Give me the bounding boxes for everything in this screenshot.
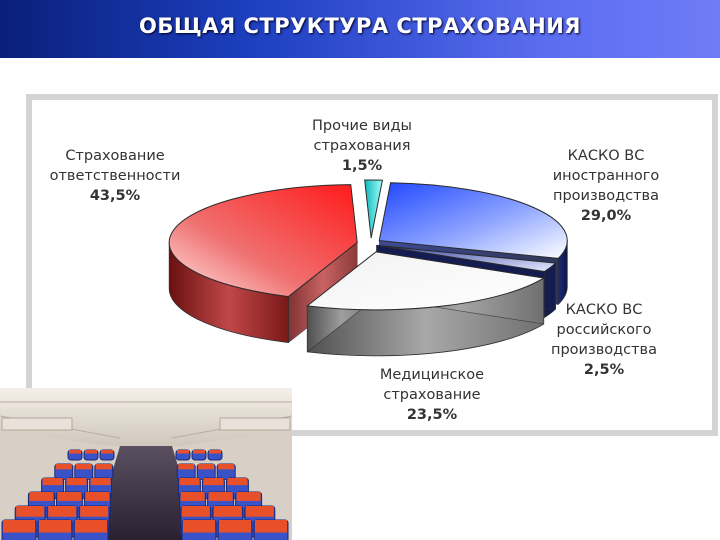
slice-label-kasko-russian: КАСКО ВС российского производства 2,5% [534, 300, 674, 380]
pie-slice-medical-top [306, 251, 546, 311]
seat-headrest [193, 450, 205, 454]
chart-panel [26, 94, 718, 436]
seat-headrest [75, 464, 92, 470]
slice-label-medical: Медицинское страхование 23,5% [362, 365, 502, 425]
slice-label-kasko-foreign: КАСКО ВС иностранного производства 29,0% [536, 146, 676, 226]
seat-headrest [57, 492, 82, 501]
pie-slice-liability [168, 184, 358, 344]
seat-headrest [3, 520, 35, 533]
seat-headrest [39, 520, 71, 533]
airplane-cabin-photo [0, 388, 292, 540]
slice-label-line: страхование [383, 387, 481, 403]
slice-label-line: Медицинское [379, 367, 485, 383]
pie-slice-kasko-foreign-top [378, 182, 568, 259]
slice-label-line: Страхование [65, 148, 165, 164]
slice-label-line: КАСКО ВС [565, 302, 643, 318]
slice-label-line: КАСКО ВС [567, 148, 645, 164]
page-title: ОБЩАЯ СТРУКТУРА СТРАХОВАНИЯ [139, 14, 581, 38]
seat-headrest [219, 520, 251, 533]
slice-label-line: ответственности [49, 168, 181, 184]
slice-label-line: российского [556, 322, 652, 338]
seat-headrest [80, 506, 109, 517]
pie-slice-kasko-russian-top [376, 244, 557, 273]
seat-headrest [255, 520, 287, 533]
pie-slice-other [364, 179, 384, 239]
seat-headrest [90, 478, 111, 486]
seat-headrest [75, 520, 107, 533]
seat-headrest [198, 464, 215, 470]
seat-headrest [177, 450, 189, 454]
seat-headrest [178, 464, 195, 470]
slice-label-line: страхования [313, 138, 411, 154]
slice-value-label: 1,5% [341, 158, 383, 174]
seat-headrest [213, 506, 242, 517]
seat-headrest [85, 492, 110, 501]
seat-headrest [66, 478, 87, 486]
seat-headrest [208, 492, 233, 501]
seat-headrest [179, 478, 200, 486]
slice-label-liability: Страхование ответственности 43,5% [40, 146, 190, 206]
seat-headrest [209, 450, 221, 454]
slice-label-line: Прочие виды [312, 118, 412, 134]
seat-headrest [183, 520, 215, 533]
seat-headrest [48, 506, 77, 517]
seat-headrest [236, 492, 261, 501]
slice-label-other: Прочие виды страхования 1,5% [292, 116, 432, 176]
seat-headrest [55, 464, 72, 470]
slice-label-line: иностранного [552, 168, 660, 184]
seat-headrest [29, 492, 54, 501]
seat-headrest [245, 506, 274, 517]
slice-value-label: 23,5% [406, 407, 458, 423]
pie-slice-other-top [364, 179, 384, 239]
slice-value-label: 29,0% [580, 208, 632, 224]
seat-headrest [16, 506, 45, 517]
seat-headrest [69, 450, 81, 454]
slice-value-label: 2,5% [583, 362, 625, 378]
seat-headrest [101, 450, 113, 454]
seat-headrest [203, 478, 224, 486]
slice-label-line: производства [551, 342, 657, 358]
seat-headrest [85, 450, 97, 454]
seat-headrest [227, 478, 248, 486]
pie-slice-medical [306, 251, 546, 357]
pie-slice-liability-top [168, 184, 358, 298]
seat-headrest [42, 478, 63, 486]
seat-headrest [218, 464, 235, 470]
seat-headrest [180, 492, 205, 501]
seat-headrest [181, 506, 210, 517]
title-bar: ОБЩАЯ СТРУКТУРА СТРАХОВАНИЯ [0, 0, 720, 58]
slice-label-line: производства [553, 188, 659, 204]
slice-value-label: 43,5% [89, 188, 141, 204]
seat-headrest [95, 464, 112, 470]
